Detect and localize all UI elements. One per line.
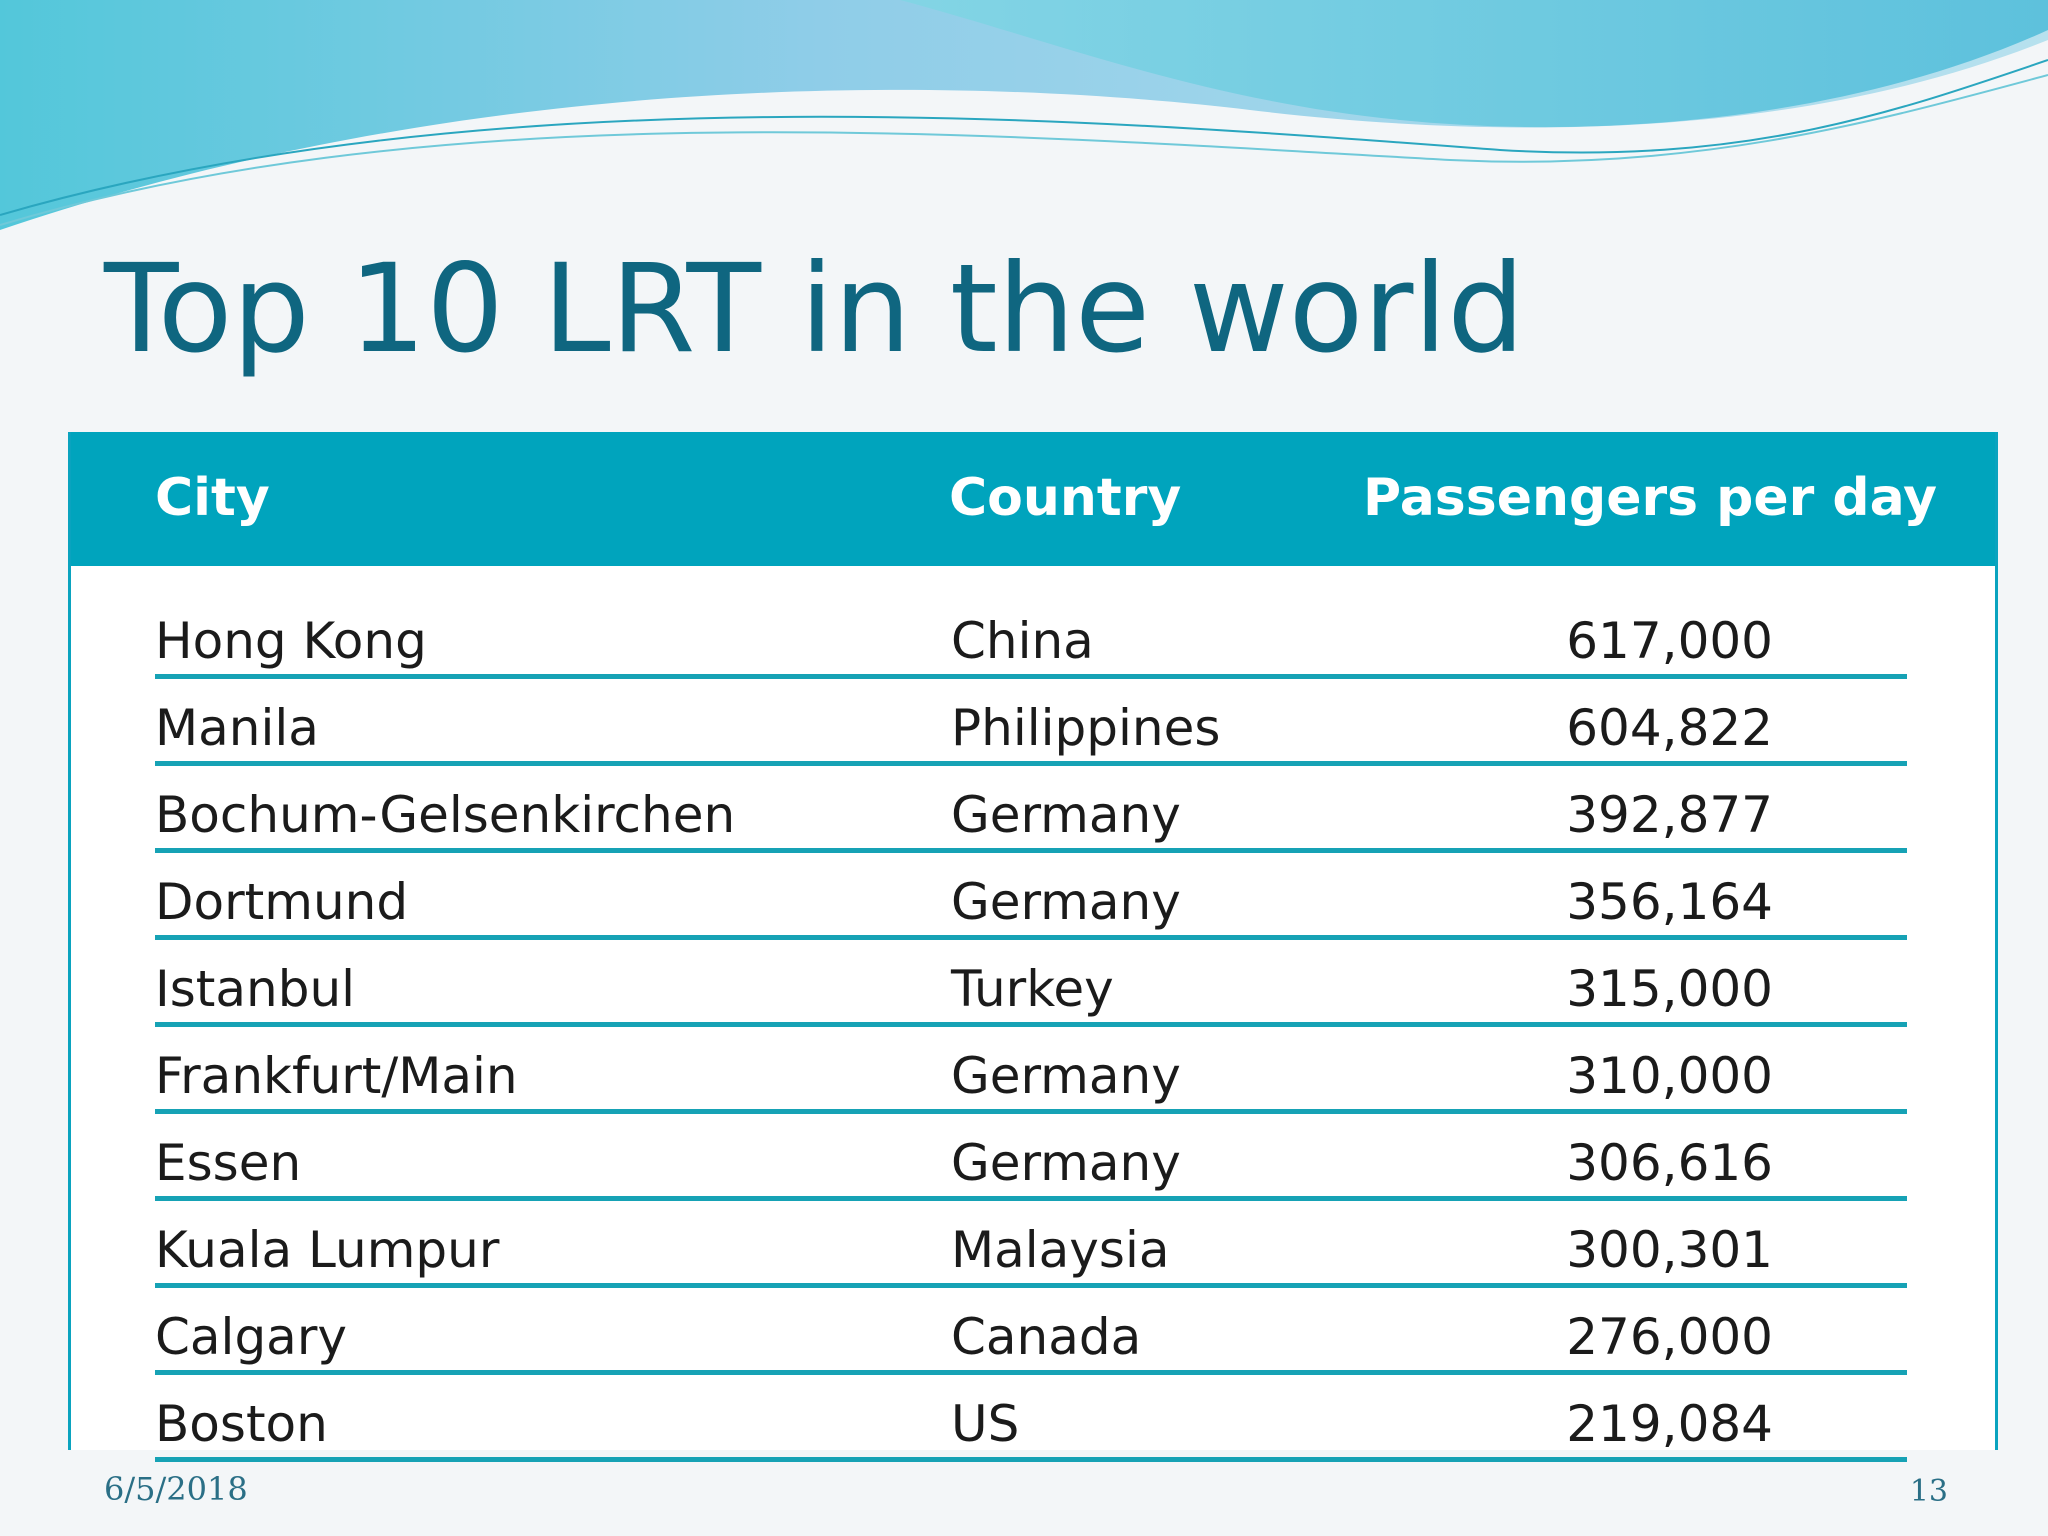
table-row: Istanbul Turkey 315,000 [155,940,1907,1027]
lrt-table: City Country Passengers per day Hong Kon… [68,432,1998,1462]
decorative-wave-banner [0,0,2048,230]
table-row: Kuala Lumpur Malaysia 300,301 [155,1201,1907,1288]
cell-country: Malaysia [951,1221,1170,1279]
table-row: Calgary Canada 276,000 [155,1288,1907,1375]
cell-country: Germany [951,1047,1181,1105]
cell-country: Germany [951,786,1181,844]
cell-passengers: 219,084 [1566,1395,1773,1453]
header-city: City [155,468,270,528]
cell-passengers: 310,000 [1566,1047,1773,1105]
table-body: Hong Kong China 617,000 Manila Philippin… [155,592,1907,1462]
cell-city: Kuala Lumpur [155,1221,500,1279]
cell-city: Calgary [155,1308,347,1366]
cell-city: Manila [155,699,319,757]
cell-country: US [951,1395,1020,1453]
cell-city: Essen [155,1134,302,1192]
footer-page-number: 13 [1909,1474,1948,1509]
footer-date: 6/5/2018 [104,1470,248,1508]
slide-title: Top 10 LRT in the world [104,238,1525,380]
table-row: Hong Kong China 617,000 [155,592,1907,679]
cell-city: Bochum-Gelsenkirchen [155,786,736,844]
cell-passengers: 617,000 [1566,612,1773,670]
table-row: Dortmund Germany 356,164 [155,853,1907,940]
cell-city: Istanbul [155,960,356,1018]
cell-country: Turkey [951,960,1114,1018]
cell-passengers: 306,616 [1566,1134,1773,1192]
cell-passengers: 356,164 [1566,873,1773,931]
cell-country: Germany [951,873,1181,931]
header-country: Country [949,468,1182,528]
cell-passengers: 315,000 [1566,960,1773,1018]
cell-passengers: 604,822 [1566,699,1773,757]
table-header-row: City Country Passengers per day [71,432,1995,566]
cell-country: China [951,612,1094,670]
cell-country: Germany [951,1134,1181,1192]
table-row: Essen Germany 306,616 [155,1114,1907,1201]
cell-city: Frankfurt/Main [155,1047,518,1105]
cell-passengers: 392,877 [1566,786,1773,844]
cell-city: Hong Kong [155,612,427,670]
cell-city: Boston [155,1395,328,1453]
table-row: Frankfurt/Main Germany 310,000 [155,1027,1907,1114]
table-row: Boston US 219,084 [155,1375,1907,1462]
cell-country: Canada [951,1308,1142,1366]
table-row: Bochum-Gelsenkirchen Germany 392,877 [155,766,1907,853]
cell-city: Dortmund [155,873,409,931]
cell-country: Philippines [951,699,1221,757]
table-row: Manila Philippines 604,822 [155,679,1907,766]
header-passengers: Passengers per day [1363,468,1938,528]
cell-passengers: 276,000 [1566,1308,1773,1366]
cell-passengers: 300,301 [1566,1221,1773,1279]
